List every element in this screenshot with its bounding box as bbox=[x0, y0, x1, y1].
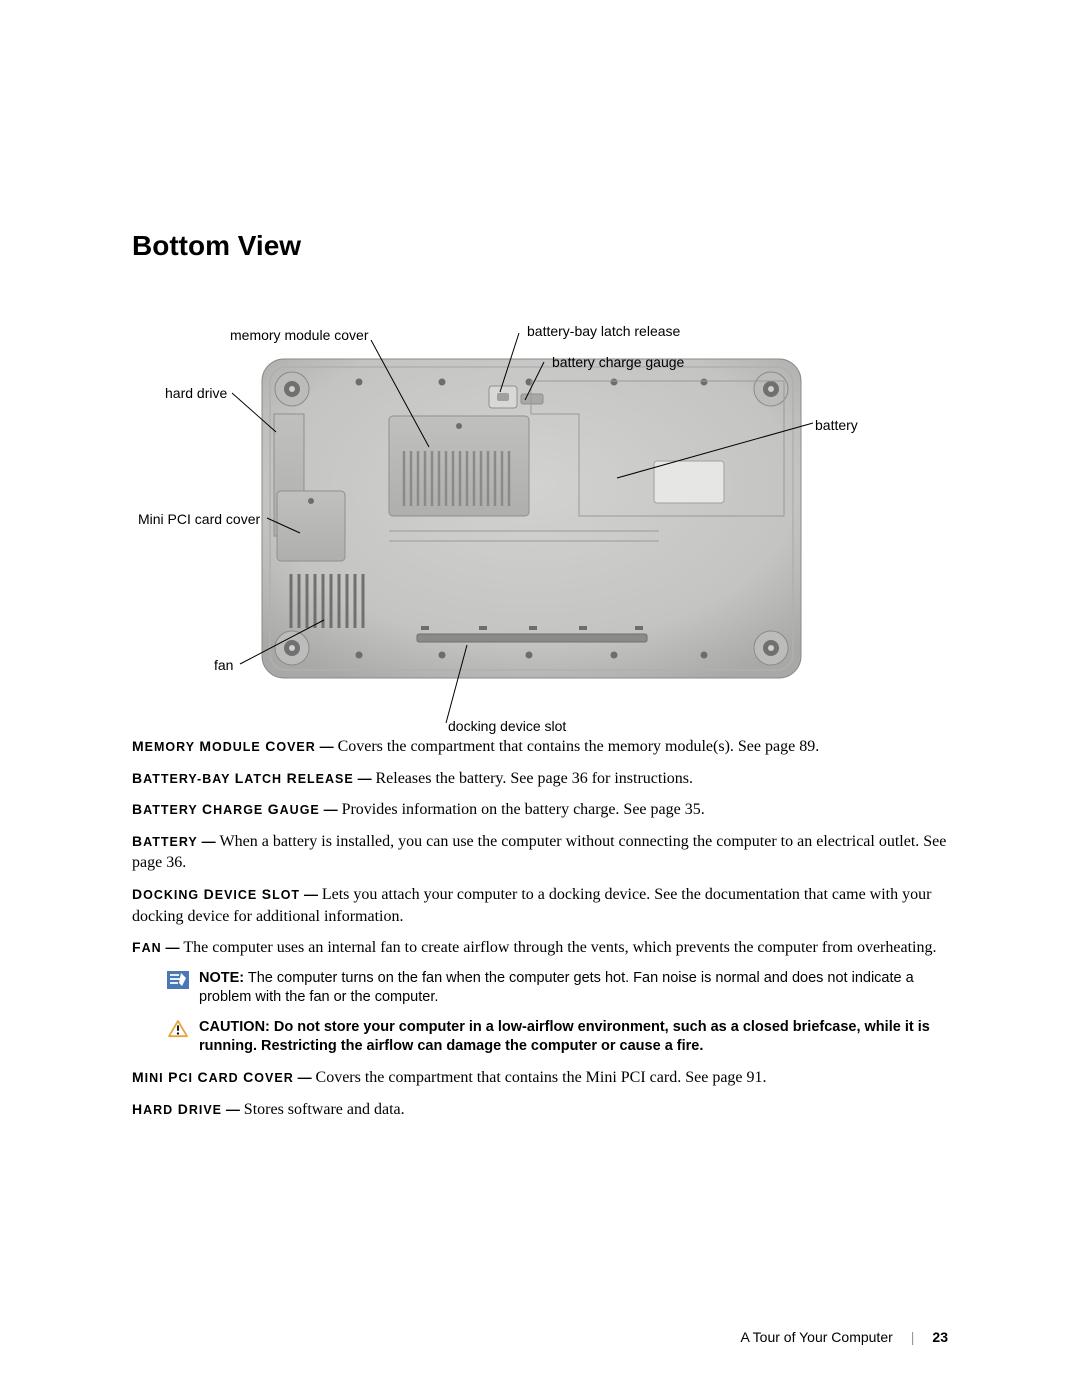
label-memory-module-cover: memory module cover bbox=[230, 327, 369, 343]
definition-item: Battery — When a battery is installed, y… bbox=[132, 831, 948, 874]
caution-callout: CAUTION: Do not store your computer in a… bbox=[167, 1018, 948, 1057]
definition-term: Battery-Bay Latch Release bbox=[132, 772, 354, 786]
definition-term: Battery bbox=[132, 835, 198, 849]
note-icon bbox=[167, 971, 189, 989]
label-battery-bay-latch-release: battery-bay latch release bbox=[527, 323, 680, 339]
note-lead: NOTE: bbox=[199, 970, 244, 986]
label-hard-drive: hard drive bbox=[165, 385, 227, 401]
footer-page-number: 23 bbox=[932, 1329, 948, 1345]
label-mini-pci-card-cover: Mini PCI card cover bbox=[138, 511, 260, 527]
definition-text: Covers the compartment that contains the… bbox=[316, 1069, 767, 1086]
definition-term: Mini PCI Card Cover bbox=[132, 1071, 294, 1085]
definitions-list: Memory Module Cover — Covers the compart… bbox=[132, 736, 948, 1120]
definition-item: Memory Module Cover — Covers the compart… bbox=[132, 736, 948, 758]
definition-text: The computer uses an internal fan to cre… bbox=[183, 939, 936, 956]
definition-text: Releases the battery. See page 36 for in… bbox=[375, 770, 693, 787]
caution-icon bbox=[167, 1020, 189, 1038]
footer-section: A Tour of Your Computer bbox=[740, 1329, 892, 1345]
caution-text: Do not store your computer in a low-airf… bbox=[199, 1019, 930, 1055]
caution-lead: CAUTION: bbox=[199, 1019, 270, 1035]
definition-item: Hard Drive — Stores software and data. bbox=[132, 1099, 948, 1121]
definition-text: When a battery is installed, you can use… bbox=[132, 833, 946, 872]
definition-term: Fan bbox=[132, 941, 162, 955]
definition-text: Covers the compartment that contains the… bbox=[338, 738, 820, 755]
label-fan: fan bbox=[214, 657, 233, 673]
note-callout: NOTE: The computer turns on the fan when… bbox=[167, 969, 948, 1008]
definition-term: Hard Drive bbox=[132, 1103, 222, 1117]
definition-text: Stores software and data. bbox=[244, 1101, 405, 1118]
definition-item: Battery-Bay Latch Release — Releases the… bbox=[132, 768, 948, 790]
definition-item: Docking Device Slot — Lets you attach yo… bbox=[132, 884, 948, 927]
definition-term: Memory Module Cover bbox=[132, 740, 316, 754]
footer-separator: | bbox=[911, 1329, 915, 1345]
definition-item: Mini PCI Card Cover — Covers the compart… bbox=[132, 1067, 948, 1089]
bottom-view-diagram: memory module cover battery-bay latch re… bbox=[132, 280, 948, 718]
definition-term: Battery Charge Gauge bbox=[132, 803, 320, 817]
page-title: Bottom View bbox=[132, 230, 948, 262]
label-docking-device-slot: docking device slot bbox=[448, 718, 566, 734]
definition-text: Provides information on the battery char… bbox=[342, 801, 705, 818]
label-battery: battery bbox=[815, 417, 858, 433]
definition-item: Fan — The computer uses an internal fan … bbox=[132, 937, 948, 959]
label-battery-charge-gauge: battery charge gauge bbox=[552, 354, 684, 370]
laptop-bottom-illustration bbox=[259, 356, 804, 681]
page-footer: A Tour of Your Computer | 23 bbox=[740, 1329, 948, 1345]
note-text: The computer turns on the fan when the c… bbox=[199, 970, 914, 1006]
definition-item: Battery Charge Gauge — Provides informat… bbox=[132, 799, 948, 821]
definition-term: Docking Device Slot bbox=[132, 888, 300, 902]
